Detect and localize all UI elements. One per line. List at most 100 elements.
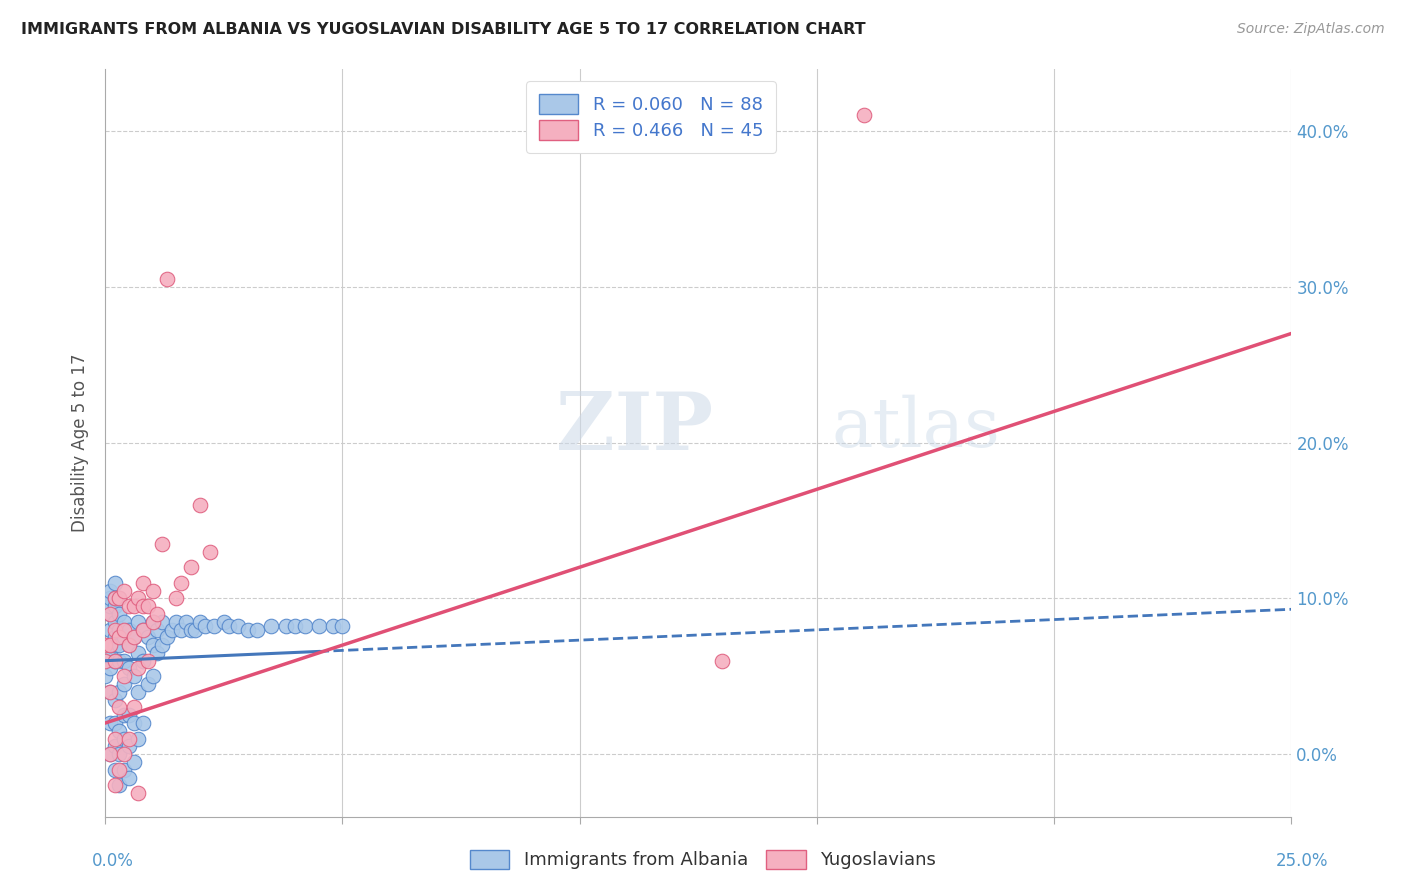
Point — [98, 591, 121, 606]
Point — [104, 716, 127, 731]
Point — [98, 685, 121, 699]
Point — [112, 583, 135, 598]
Point — [98, 638, 121, 652]
Point — [112, 708, 135, 723]
Point — [98, 646, 121, 660]
Point — [132, 623, 155, 637]
Point — [98, 747, 121, 762]
Point — [132, 575, 155, 590]
Point — [165, 615, 187, 629]
Point — [122, 669, 145, 683]
Point — [212, 615, 235, 629]
Point — [94, 669, 117, 683]
Point — [142, 638, 165, 652]
Point — [108, 723, 131, 738]
Text: atlas: atlas — [831, 394, 1000, 461]
Point — [104, 654, 127, 668]
Point — [274, 619, 297, 633]
Point — [132, 654, 155, 668]
Point — [127, 646, 149, 660]
Point — [127, 591, 149, 606]
Point — [142, 669, 165, 683]
Point — [108, 763, 131, 777]
Point — [104, 763, 127, 777]
Point — [94, 638, 117, 652]
Point — [118, 739, 141, 754]
Point — [174, 615, 197, 629]
Point — [112, 623, 135, 637]
Point — [112, 669, 135, 683]
Point — [104, 575, 127, 590]
Point — [146, 646, 169, 660]
Point — [98, 747, 121, 762]
Point — [218, 619, 240, 633]
Text: 25.0%: 25.0% — [1277, 852, 1329, 870]
Point — [236, 623, 259, 637]
Point — [112, 763, 135, 777]
Point — [322, 619, 344, 633]
Point — [246, 623, 269, 637]
Point — [127, 615, 149, 629]
Point — [104, 638, 127, 652]
Point — [108, 607, 131, 621]
Point — [118, 599, 141, 614]
Point — [136, 654, 159, 668]
Point — [198, 544, 221, 558]
Point — [180, 623, 202, 637]
Point — [108, 623, 131, 637]
Text: 0.0%: 0.0% — [91, 852, 134, 870]
Point — [104, 630, 127, 644]
Point — [127, 685, 149, 699]
Legend: R = 0.060   N = 88, R = 0.466   N = 45: R = 0.060 N = 88, R = 0.466 N = 45 — [526, 81, 776, 153]
Point — [136, 599, 159, 614]
Point — [98, 599, 121, 614]
Point — [112, 747, 135, 762]
Point — [853, 108, 876, 122]
Point — [127, 786, 149, 800]
Point — [150, 638, 173, 652]
Point — [122, 630, 145, 644]
Point — [112, 630, 135, 644]
Point — [108, 638, 131, 652]
Point — [184, 623, 207, 637]
Point — [136, 630, 159, 644]
Point — [156, 272, 179, 286]
Point — [122, 755, 145, 769]
Point — [122, 599, 145, 614]
Point — [104, 599, 127, 614]
Point — [98, 685, 121, 699]
Point — [104, 731, 127, 746]
Point — [104, 692, 127, 706]
Point — [108, 630, 131, 644]
Point — [136, 677, 159, 691]
Point — [108, 700, 131, 714]
Point — [284, 619, 307, 633]
Point — [170, 623, 193, 637]
Point — [142, 583, 165, 598]
Point — [104, 623, 127, 637]
Point — [294, 619, 316, 633]
Point — [118, 771, 141, 785]
Point — [108, 747, 131, 762]
Point — [108, 685, 131, 699]
Point — [308, 619, 330, 633]
Point — [170, 575, 193, 590]
Point — [118, 708, 141, 723]
Point — [202, 619, 225, 633]
Point — [122, 630, 145, 644]
Point — [104, 591, 127, 606]
Point — [711, 654, 734, 668]
Point — [118, 638, 141, 652]
Text: Source: ZipAtlas.com: Source: ZipAtlas.com — [1237, 22, 1385, 37]
Point — [142, 615, 165, 629]
Point — [104, 739, 127, 754]
Point — [112, 677, 135, 691]
Point — [98, 716, 121, 731]
Point — [112, 654, 135, 668]
Point — [98, 583, 121, 598]
Point — [127, 731, 149, 746]
Y-axis label: Disability Age 5 to 17: Disability Age 5 to 17 — [72, 353, 89, 532]
Point — [226, 619, 249, 633]
Point — [150, 537, 173, 551]
Point — [104, 778, 127, 792]
